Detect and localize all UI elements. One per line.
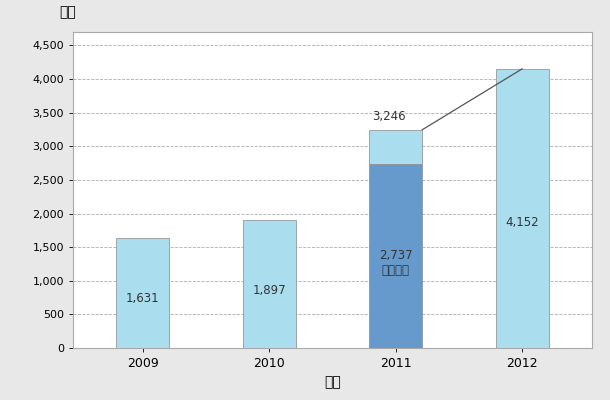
- Bar: [369, 130, 422, 164]
- Bar: [495, 69, 549, 348]
- Text: 4,152: 4,152: [505, 216, 539, 229]
- Text: 1,631: 1,631: [126, 292, 160, 305]
- Bar: [116, 238, 170, 348]
- Bar: [369, 164, 422, 348]
- Y-axis label: 件数: 件数: [60, 5, 76, 19]
- Text: 1,897: 1,897: [253, 284, 286, 297]
- Text: 3,246: 3,246: [373, 110, 406, 123]
- Text: 2,737: 2,737: [379, 250, 412, 262]
- X-axis label: 年度: 年度: [324, 376, 341, 390]
- Bar: [243, 220, 296, 348]
- Text: 前年同期: 前年同期: [382, 264, 410, 277]
